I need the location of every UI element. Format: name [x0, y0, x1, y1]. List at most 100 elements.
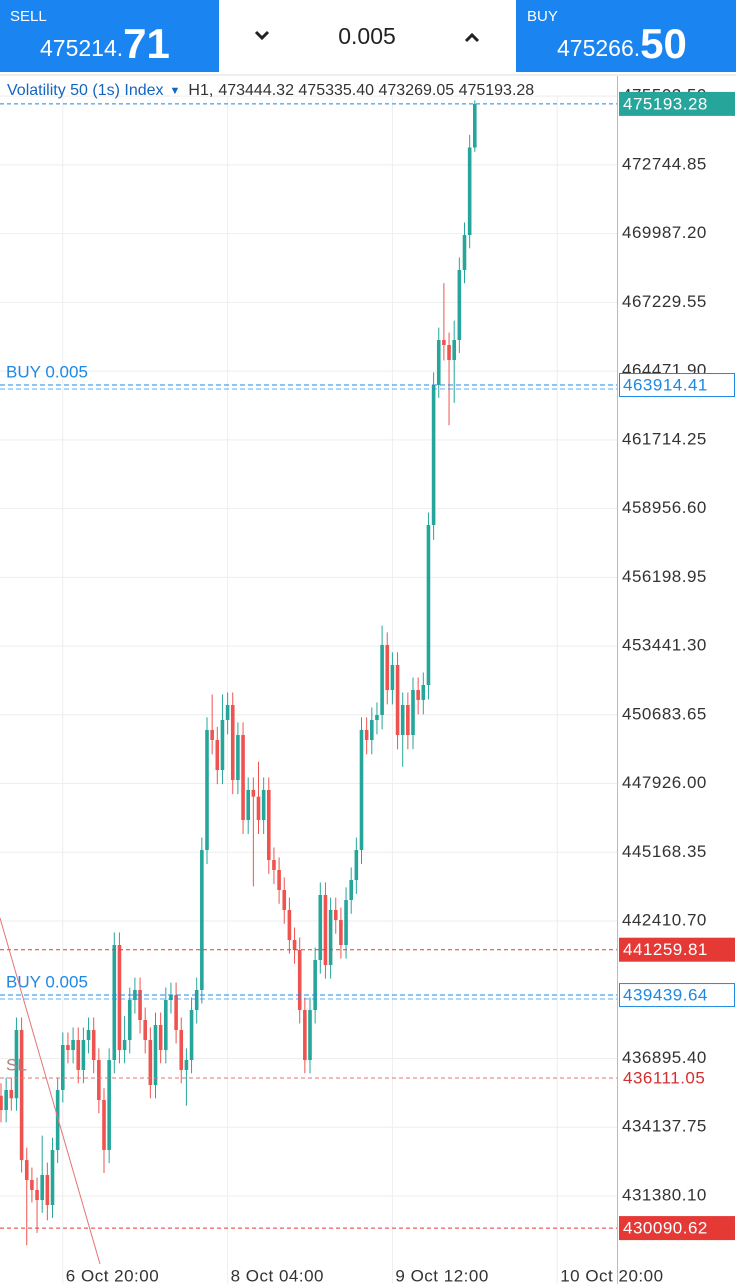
volume-panel [219, 0, 516, 72]
price-level-value: 441259.81 [623, 940, 708, 959]
price-level-value: 439439.64 [623, 986, 708, 1005]
candle-body [452, 339, 456, 361]
y-tick-label: 461714.25 [622, 429, 707, 448]
y-tick-label: 434137.75 [622, 1117, 707, 1136]
ohlc-values: 473444.32 475335.40 473269.05 475193.28 [218, 82, 534, 99]
candle-body [189, 1010, 194, 1061]
y-tick-label: 436895.40 [622, 1048, 707, 1067]
price-level-label: SL [6, 1056, 27, 1075]
candle-body [220, 720, 225, 771]
candle-body [184, 1060, 189, 1071]
candle-body [364, 729, 369, 740]
y-tick-label: 442410.70 [622, 910, 707, 929]
candle-body [287, 910, 292, 940]
candle-body [117, 945, 122, 1051]
x-tick-label: 10 Oct 20:00 [560, 1266, 663, 1284]
candle-body [303, 1010, 307, 1061]
candle-body [426, 525, 431, 686]
candle-body [436, 339, 441, 386]
y-tick-label: 467229.55 [622, 292, 707, 311]
candle-body [158, 1025, 163, 1051]
candle-body [174, 995, 178, 1030]
candle-body [256, 796, 261, 821]
candle-body [127, 1000, 132, 1040]
candle-body [61, 1045, 65, 1090]
candle-body [76, 1039, 81, 1071]
candle-body [251, 789, 256, 797]
candle-body [122, 1039, 127, 1051]
y-tick-label: 431380.10 [622, 1185, 707, 1204]
candle-body [179, 1029, 184, 1071]
candle-body [328, 910, 333, 965]
candle-body [473, 103, 477, 148]
candle-body [225, 704, 230, 721]
sell-price-decimals: 71 [123, 20, 170, 67]
candle-body [318, 895, 323, 961]
candle-body [447, 345, 451, 361]
y-tick-label: 450683.65 [622, 704, 707, 723]
candle-body [241, 735, 245, 821]
decrease-volume[interactable] [254, 30, 270, 41]
candle-body [91, 1029, 96, 1061]
y-tick-label: 472744.85 [622, 154, 707, 173]
symbol-dropdown[interactable]: ▼ [170, 85, 181, 97]
x-tick-label: 8 Oct 04:00 [231, 1266, 324, 1284]
candle-body [400, 704, 405, 736]
candle-body [30, 1179, 34, 1190]
candle-body [133, 989, 137, 1001]
buy-label: BUY [527, 8, 558, 25]
candle-body [164, 1000, 168, 1051]
candle-body [390, 664, 395, 690]
candle-body [457, 270, 462, 340]
price-box [619, 983, 735, 1008]
candle-body [421, 685, 426, 700]
symbol[interactable]: Volatility 50 (1s) Index [7, 82, 164, 99]
price-box [619, 373, 735, 398]
candle-body [102, 1100, 106, 1151]
candle-body [4, 1089, 8, 1111]
candle-body [406, 704, 410, 736]
candle-body [236, 735, 240, 780]
plot-area: 475502.50472744.85469987.20467229.554644… [0, 86, 735, 1284]
candle-body [107, 1060, 111, 1151]
candle-body [467, 147, 472, 236]
candle-body [210, 729, 214, 740]
buy-button[interactable] [516, 0, 736, 72]
price-level-value: 475193.28 [623, 94, 708, 113]
candle-body [45, 1175, 50, 1205]
y-tick-label: 447926.00 [622, 773, 707, 792]
x-tick-label: 9 Oct 12:00 [395, 1266, 488, 1284]
y-tick-label: 453441.30 [622, 636, 707, 655]
increase-volume[interactable] [464, 32, 480, 43]
candle-body [333, 910, 338, 921]
sell-price: 475214.71 [40, 20, 170, 67]
candle-body [143, 1020, 147, 1040]
price-level-value: 436111.05 [623, 1069, 705, 1088]
candle-body [71, 1039, 75, 1051]
sell-label: SELL [10, 8, 47, 25]
candle-body [385, 645, 390, 690]
y-tick-label: 469987.20 [622, 223, 707, 242]
y-tick-label: 458956.60 [622, 498, 707, 517]
candle-body [24, 1160, 29, 1180]
candle-body [9, 1089, 14, 1099]
candle-body [395, 664, 400, 736]
price-level-value: 463914.41 [623, 376, 708, 395]
candle-body [246, 789, 250, 821]
candle-body [462, 235, 467, 271]
candle-body [148, 1039, 153, 1086]
sell-button[interactable] [0, 0, 219, 72]
candle-body [0, 1095, 3, 1111]
candle-body [272, 860, 276, 871]
volume[interactable]: 0.005 [338, 23, 396, 49]
candle-body [55, 1089, 60, 1151]
candle-body [112, 945, 117, 1061]
y-tick-label: 445168.35 [622, 842, 707, 861]
candle-body [261, 789, 266, 821]
candle-body [313, 960, 317, 1011]
price-level-label: BUY 0.005 [6, 973, 88, 992]
candle-body [153, 1025, 158, 1086]
candle-body [359, 729, 364, 851]
candle-body [431, 385, 436, 526]
